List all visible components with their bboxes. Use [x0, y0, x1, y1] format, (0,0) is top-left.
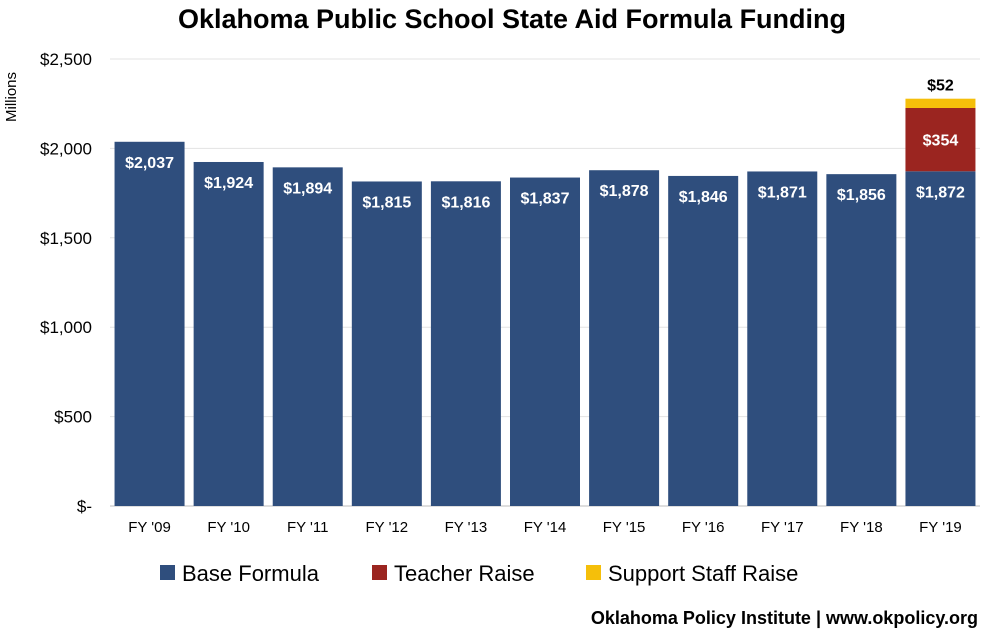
y-axis-label: Millions: [3, 72, 20, 122]
data-label: $1,846: [679, 189, 728, 206]
bar-base-formula: [668, 175, 739, 507]
x-tick-label: FY '15: [603, 519, 646, 536]
legend-label: Teacher Raise: [394, 561, 535, 586]
legend: Base Formula Teacher Raise Support Staff R…: [160, 561, 798, 586]
data-label: $1,871: [758, 184, 807, 201]
data-label: $1,878: [600, 183, 649, 200]
x-tick-label: FY '09: [128, 519, 171, 536]
bar-base-formula: [351, 181, 422, 506]
legend-label: Base Formula: [182, 561, 320, 586]
x-tick-label: FY '12: [366, 519, 409, 536]
bar-base-formula: [114, 141, 185, 506]
x-tick-label: FY '18: [840, 519, 883, 536]
bar-base-formula: [589, 170, 660, 506]
legend-swatch: [372, 565, 387, 580]
bar-teacher-raise: [905, 107, 976, 172]
bar-base-formula: [747, 171, 818, 506]
bar-support-staff-raise: [905, 98, 976, 108]
y-tick-label: $500: [54, 408, 92, 427]
y-tick-label: $2,500: [40, 50, 92, 69]
source-credit: Oklahoma Policy Institute | www.okpolicy…: [591, 608, 978, 628]
bar-base-formula: [905, 171, 976, 506]
x-tick-label: FY '11: [287, 519, 329, 536]
data-label: $1,856: [837, 187, 886, 204]
bar-base-formula: [826, 174, 897, 506]
data-label: $1,894: [283, 180, 332, 197]
x-axis: FY '09 FY '10 FY '11 FY '12 FY '13 FY '14 FY '…: [128, 519, 962, 536]
x-tick-label: FY '17: [761, 519, 804, 536]
x-tick-label: FY '16: [682, 519, 725, 536]
bar-base-formula: [510, 177, 580, 506]
bar-base-formula: [272, 167, 343, 507]
data-label: $52: [927, 78, 954, 95]
data-label: $1,924: [204, 175, 253, 192]
x-tick-label: FY '14: [524, 519, 567, 536]
chart-title: Oklahoma Public School State Aid Formula…: [178, 4, 846, 34]
data-label: $354: [923, 133, 959, 150]
y-tick-label: $1,500: [40, 229, 92, 248]
y-tick-label: $-: [77, 497, 92, 516]
y-tick-label: $1,000: [40, 318, 92, 337]
bar-base-formula: [430, 181, 501, 506]
y-axis: $- $500 $1,000 $1,500 $2,000 $2,500: [40, 50, 92, 516]
bars: $2,037 $1,924 $1,894 $1,815 $1,816 $1,837 $1,8…: [114, 78, 976, 507]
legend-swatch: [160, 565, 175, 580]
data-label: $1,815: [362, 194, 411, 211]
data-label: $1,872: [916, 184, 965, 201]
data-label: $1,816: [441, 194, 490, 211]
bar-base-formula: [193, 161, 264, 506]
x-tick-label: FY '13: [445, 519, 488, 536]
y-tick-label: $2,000: [40, 139, 92, 158]
legend-label: Support Staff Raise: [608, 561, 798, 586]
data-label: $2,037: [125, 155, 174, 172]
data-label: $1,837: [521, 191, 570, 208]
legend-swatch: [586, 565, 601, 580]
x-tick-label: FY '19: [919, 519, 962, 536]
x-tick-label: FY '10: [207, 519, 250, 536]
